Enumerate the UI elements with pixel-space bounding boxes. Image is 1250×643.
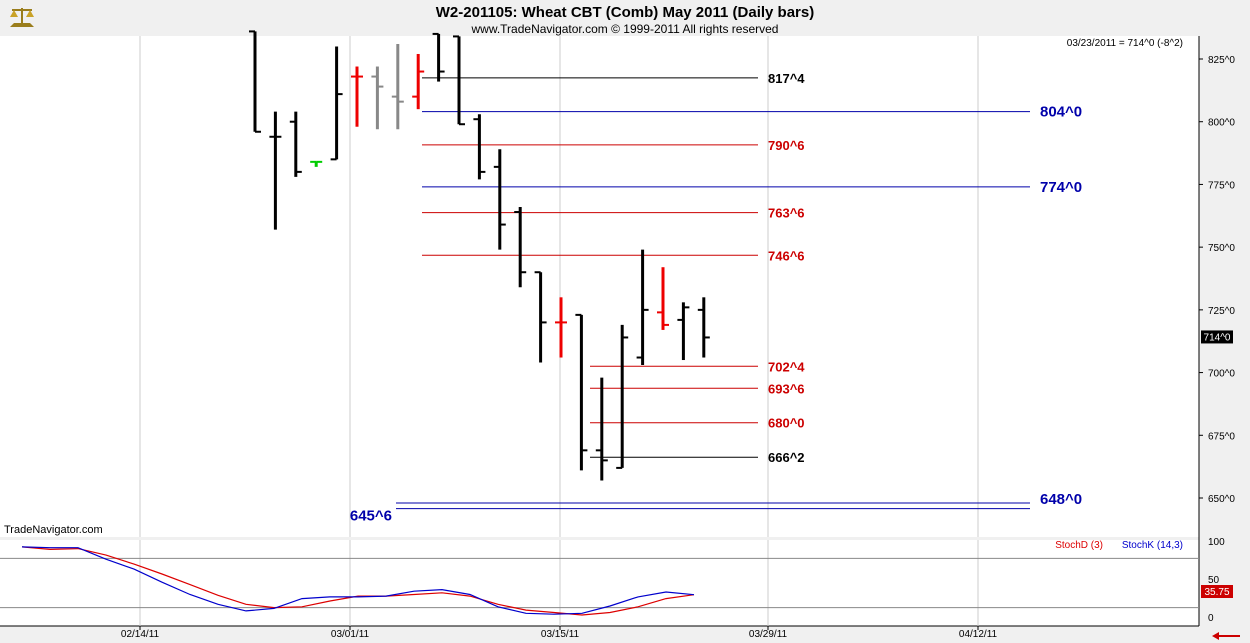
date-tick-label-0: 02/14/11	[121, 629, 160, 640]
level-label-5: 746^6	[768, 248, 805, 263]
level-label-2: 790^6	[768, 138, 805, 153]
stoch-tick-label-0: 100	[1208, 537, 1225, 548]
stoch-line-k	[21, 546, 695, 615]
date-tick-label-2: 03/15/11	[541, 629, 580, 640]
ohlc-bar-9	[432, 32, 445, 82]
level-label-11: 645^6	[350, 508, 392, 525]
ohlc-bar-3	[310, 160, 323, 167]
level-label-9: 666^2	[768, 450, 805, 465]
level-label-10: 648^0	[1040, 491, 1082, 508]
panel-separator	[0, 537, 1199, 540]
ohlc-bar-17	[595, 377, 608, 481]
ohlc-bar-7	[391, 43, 404, 130]
date-tick-label-1: 03/01/11	[331, 629, 370, 640]
price-tick-label-1: 800^0	[1208, 118, 1235, 129]
price-tick-label-0: 825^0	[1208, 55, 1235, 66]
ohlc-bar-10	[453, 35, 465, 126]
ohlc-bar-11	[473, 114, 486, 180]
stoch-last-tag	[1201, 585, 1233, 598]
ohlc-bar-19	[636, 249, 649, 366]
level-label-7: 693^6	[768, 381, 805, 396]
ohlc-bar-5	[351, 66, 363, 127]
ohlc-bar-16	[575, 313, 588, 471]
stoch-tick-label-1: 50	[1208, 575, 1220, 586]
ohlc-bar-20	[657, 267, 669, 330]
ohlc-bar-18	[616, 324, 629, 469]
level-label-1: 804^0	[1040, 104, 1082, 121]
price-bars	[249, 30, 710, 481]
price-tick-label-7: 650^0	[1208, 494, 1235, 505]
date-tick-label-3: 03/29/11	[749, 629, 788, 640]
price-tick-label-3: 750^0	[1208, 243, 1235, 254]
ohlc-bar-21	[677, 302, 690, 361]
stoch-line-d	[21, 546, 695, 616]
ohlc-bar-13	[514, 207, 527, 288]
level-label-0: 817^4	[768, 71, 805, 86]
price-axis: 825^0 800^0 775^0 750^0 725^0 700^0 675^0 650^0	[1199, 55, 1235, 505]
price-tick-label-5: 700^0	[1208, 369, 1235, 380]
scroll-left-arrow-icon[interactable]	[1212, 632, 1240, 640]
ohlc-bar-4	[330, 46, 343, 161]
last-price-tag	[1201, 330, 1233, 344]
stoch-tick-label-2: 0	[1208, 613, 1214, 624]
price-tick-label-4: 725^0	[1208, 306, 1235, 317]
watermark-text: TradeNavigator.com	[4, 524, 103, 536]
stochD-legend: StochD (3)	[1055, 540, 1103, 551]
ohlc-bar-0	[249, 30, 261, 133]
quote-readout: 03/23/2011 = 714^0 (-8^2)	[1067, 38, 1183, 49]
ohlc-bar-2	[289, 111, 302, 177]
ohlc-bar-12	[493, 149, 506, 250]
stochK-legend: StochK (14,3)	[1122, 540, 1183, 551]
ohlc-bar-6	[371, 66, 384, 130]
level-label-3: 774^0	[1040, 179, 1082, 196]
ohlc-bar-14	[534, 271, 547, 363]
title-bar	[0, 0, 1250, 36]
level-lines: 817^4 804^0 790^6 774^0 763^6 746^6 702^4 693^6…	[350, 71, 1082, 525]
date-tick-label-4: 04/12/11	[959, 629, 998, 640]
ohlc-bar-15	[555, 297, 567, 358]
level-label-6: 702^4	[768, 359, 805, 374]
stochastic-panel: 100 50 0	[0, 537, 1225, 624]
level-label-4: 763^6	[768, 206, 805, 221]
ohlc-bar-1	[269, 111, 282, 230]
price-tick-label-2: 775^0	[1208, 180, 1235, 191]
trading-scale-logo-icon	[10, 8, 34, 27]
stoch-last-label: 35.75	[1204, 587, 1229, 598]
price-tick-label-6: 675^0	[1208, 431, 1235, 442]
grid-layer	[139, 36, 979, 626]
chart-title: W2-201105: Wheat CBT (Comb) May 2011 (Da…	[436, 4, 814, 21]
level-label-8: 680^0	[768, 416, 805, 431]
last-price-label: 714^0	[1204, 332, 1231, 343]
chart-subtitle: www.TradeNavigator.com © 1999-2011 All r…	[471, 22, 779, 36]
date-axis-panel	[0, 626, 1250, 643]
date-axis: 02/14/11 03/01/11 03/15/11 03/29/11 04/12/11	[121, 626, 998, 640]
ohlc-bar-22	[697, 297, 710, 358]
ohlc-bar-8	[412, 53, 425, 110]
